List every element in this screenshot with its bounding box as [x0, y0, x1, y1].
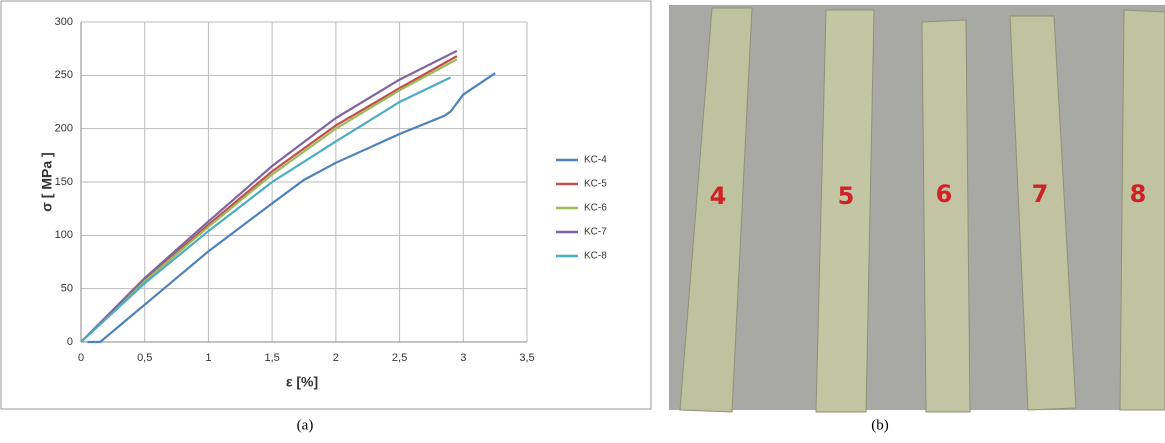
chart-frame	[1, 1, 651, 409]
specimen-label: 5	[838, 182, 855, 210]
x-tick-label: 2	[333, 352, 339, 364]
y-tick-label: 200	[55, 123, 73, 135]
x-tick-label: 0,5	[137, 352, 152, 364]
x-tick-label: 1,5	[264, 352, 279, 364]
x-tick-label: 3,5	[519, 352, 534, 364]
specimen-label: 7	[1032, 180, 1049, 208]
legend-label: KC-4	[584, 155, 607, 166]
y-tick-label: 300	[55, 16, 73, 28]
specimen	[922, 20, 970, 412]
x-tick-label: 2,5	[392, 352, 407, 364]
figure: σ [ MPa ] ε [%] 4 5 6 7 8 (a) (b) 050100…	[0, 0, 1165, 438]
x-axis-title: ε [%]	[286, 374, 318, 390]
photo	[669, 5, 1165, 412]
legend-label: KC-7	[584, 227, 607, 238]
y-tick-label: 50	[61, 283, 73, 295]
specimen	[1120, 10, 1165, 410]
y-tick-label: 250	[55, 69, 73, 81]
specimen-label: 8	[1130, 180, 1147, 208]
y-tick-label: 150	[55, 176, 73, 188]
x-tick-label: 3	[460, 352, 466, 364]
y-axis-title: σ [ MPa ]	[39, 152, 55, 211]
caption: (a)	[297, 417, 314, 433]
x-tick-label: 0	[78, 352, 84, 364]
specimen-label: 4	[710, 182, 727, 210]
caption: (b)	[871, 417, 889, 433]
specimen	[816, 10, 874, 412]
y-tick-label: 100	[55, 229, 73, 241]
legend-label: KC-6	[584, 203, 607, 214]
x-tick-label: 1	[205, 352, 211, 364]
legend-label: KC-8	[584, 251, 607, 262]
page: σ [ MPa ] ε [%] 4 5 6 7 8 (a) (b) 050100…	[0, 0, 1165, 443]
specimen-label: 6	[936, 180, 953, 208]
y-tick-label: 0	[67, 336, 73, 348]
legend-label: KC-5	[584, 179, 607, 190]
